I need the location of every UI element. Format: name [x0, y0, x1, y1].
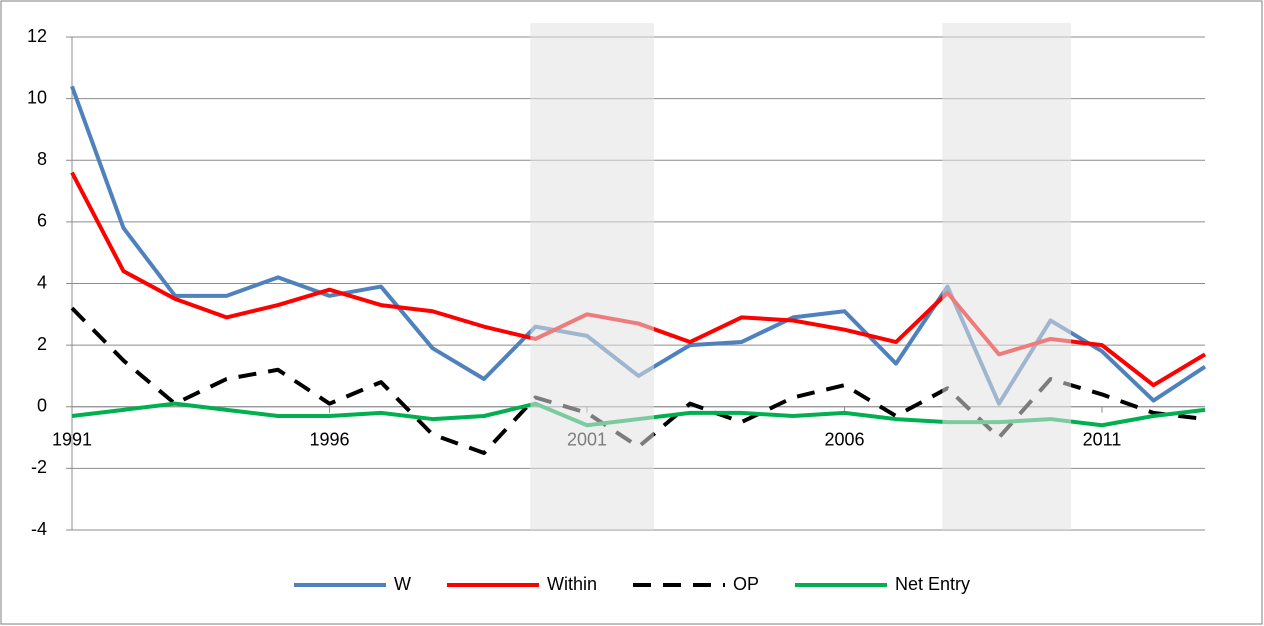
legend-label: Net Entry	[895, 574, 970, 594]
legend-label: Within	[547, 574, 597, 594]
y-tick-label: -4	[31, 519, 47, 539]
x-tick-label: 1991	[52, 430, 92, 450]
y-tick-label: 2	[37, 334, 47, 354]
legend-label: W	[394, 574, 411, 594]
x-tick-label: 1996	[309, 430, 349, 450]
y-tick-label: 8	[37, 149, 47, 169]
y-tick-label: 6	[37, 211, 47, 231]
x-tick-label: 2011	[1083, 430, 1122, 450]
shaded-period	[530, 23, 654, 530]
y-tick-label: 4	[37, 272, 47, 292]
x-tick-label: 2006	[824, 430, 864, 450]
y-tick-label: -2	[31, 457, 47, 477]
shaded-period	[942, 23, 1072, 530]
y-tick-label: 0	[37, 396, 47, 416]
y-tick-label: 12	[27, 26, 47, 46]
legend-label: OP	[733, 574, 759, 594]
y-tick-label: 10	[27, 87, 47, 107]
